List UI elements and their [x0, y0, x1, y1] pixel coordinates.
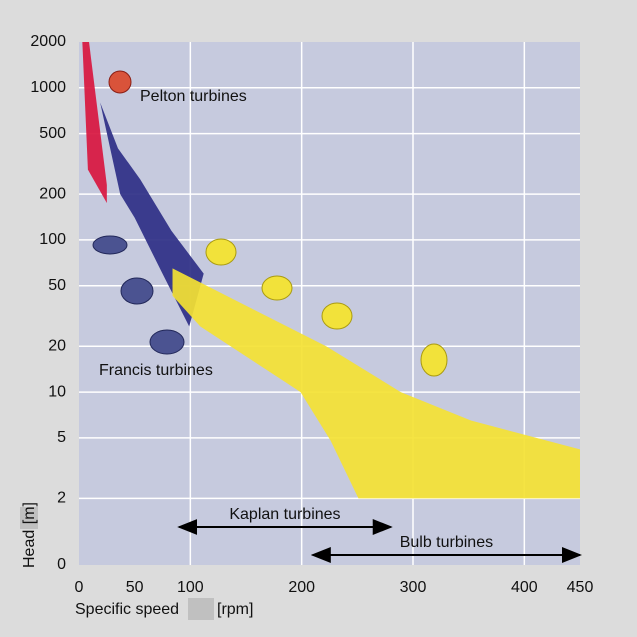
range-label: Kaplan turbines [229, 506, 340, 523]
y-tick-label: 5 [57, 429, 66, 446]
kaplan-icon [321, 302, 353, 330]
pelton-icon [108, 70, 132, 94]
kaplan-icon [205, 238, 237, 266]
x-tick-label: 50 [126, 579, 144, 596]
y-tick-label: 2 [57, 490, 66, 507]
y-tick-label: 50 [48, 277, 66, 294]
region-label: Pelton turbines [140, 88, 247, 105]
region [172, 268, 580, 499]
kaplan-icon [261, 275, 293, 301]
y-tick-label: 500 [39, 125, 66, 142]
x-tick-label: 0 [75, 579, 84, 596]
y-tick-label: 1000 [30, 79, 66, 96]
x-axis-label: Specific speed [75, 601, 179, 618]
y-tick-label: 0 [57, 556, 66, 573]
x-tick-label: 300 [400, 579, 427, 596]
x-tick-label: 100 [177, 579, 204, 596]
y-tick-label: 100 [39, 231, 66, 248]
bulb-icon [420, 343, 448, 377]
y-axis-label: [m] [21, 502, 38, 524]
missing-symbol [188, 598, 214, 620]
y-tick-label: 200 [39, 185, 66, 202]
francis-icon [120, 277, 154, 305]
region [82, 42, 107, 203]
x-tick-label: 400 [511, 579, 538, 596]
x-axis-label: [rpm] [217, 601, 253, 618]
y-tick-label: 2000 [30, 33, 66, 50]
turbine-icons [92, 70, 448, 377]
x-tick-label: 450 [567, 579, 594, 596]
y-tick-label: 20 [48, 337, 66, 354]
x-tick-label: 200 [288, 579, 315, 596]
francis-icon [92, 235, 128, 255]
missing-symbol [20, 507, 38, 529]
range-label: Bulb turbines [400, 534, 493, 551]
y-axis-label: Head [21, 530, 38, 568]
region-label: Francis turbines [99, 362, 213, 379]
region [100, 102, 204, 327]
y-tick-label: 10 [48, 383, 66, 400]
francis-icon [149, 329, 185, 355]
